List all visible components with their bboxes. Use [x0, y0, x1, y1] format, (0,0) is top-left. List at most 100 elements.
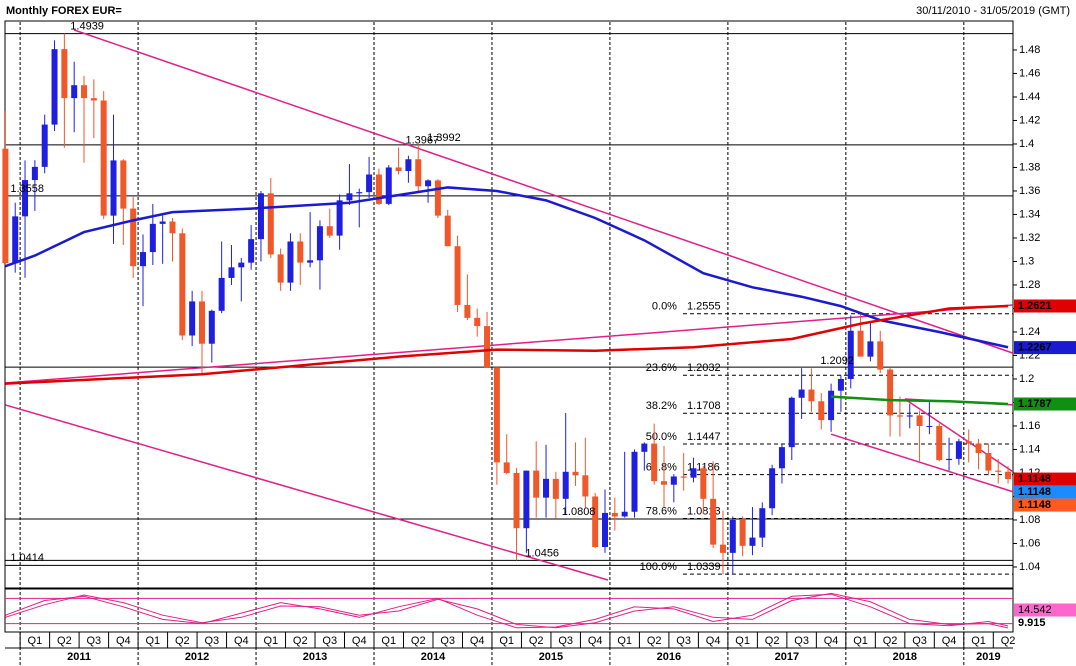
y-tick-label: 1.42 [1019, 114, 1040, 126]
x-tick-label: Q2 [175, 635, 190, 647]
candle-body [228, 267, 235, 278]
candle-body [474, 317, 481, 327]
candle-body [936, 425, 943, 461]
x-tick-label: Q4 [352, 635, 367, 647]
x-tick-label: Q1 [735, 635, 750, 647]
candle-body [906, 415, 913, 417]
candle-body [149, 223, 156, 253]
x-tick-label: Q4 [470, 635, 485, 647]
candle-body [218, 277, 225, 311]
candle-body [257, 193, 264, 240]
candle-body [444, 215, 451, 247]
osc-label: 9.915 [1018, 617, 1046, 629]
candle-body [90, 98, 97, 101]
x-tick-label: Q3 [322, 635, 337, 647]
candle-body [2, 148, 9, 264]
candle-body [356, 192, 363, 194]
candle-body [454, 246, 461, 305]
price-label-box [1014, 498, 1076, 512]
x-tick-label: Q2 [883, 635, 898, 647]
year-label: 2013 [303, 651, 327, 663]
price-label-box [1014, 341, 1076, 355]
y-tick-label: 1.36 [1019, 185, 1040, 197]
price-label: 1.2267 [1018, 342, 1052, 354]
x-tick-label: Q3 [87, 635, 102, 647]
candle-body [690, 468, 697, 478]
candle-body [1005, 471, 1012, 480]
x-tick-label: Q4 [942, 635, 957, 647]
x-tick-label: Q2 [647, 635, 662, 647]
candle-body [346, 193, 353, 201]
x-tick-label: Q4 [588, 635, 603, 647]
candle-body [503, 462, 510, 473]
x-tick-label: Q4 [234, 635, 249, 647]
annotation: 1.3558 [10, 183, 44, 195]
y-tick-label: 1.4 [1019, 138, 1034, 150]
candle-body [621, 511, 628, 517]
year-label: 2018 [893, 651, 917, 663]
candle-body [641, 443, 648, 452]
candle-body [267, 193, 274, 255]
candle-body [100, 100, 107, 216]
candle-body [985, 452, 992, 471]
candle-body [493, 367, 500, 463]
x-tick-label: Q2 [293, 635, 308, 647]
candle-body [110, 160, 117, 216]
x-tick-label: Q3 [204, 635, 219, 647]
candle-body [395, 167, 402, 171]
candle-body [543, 478, 550, 498]
candle-body [965, 441, 972, 444]
candle-body [995, 470, 1002, 472]
x-tick-label: Q2 [1001, 635, 1016, 647]
candle-body [700, 468, 707, 499]
fib-pct: 23.6% [646, 362, 677, 374]
candle-body [769, 468, 776, 509]
candle-body [660, 481, 667, 485]
x-tick-label: Q3 [912, 635, 927, 647]
fib-pct: 38.2% [646, 400, 677, 412]
x-tick-label: Q2 [57, 635, 72, 647]
candle-body [808, 389, 815, 402]
x-tick-label: Q3 [676, 635, 691, 647]
candle-body [798, 389, 805, 398]
price-label-box [1014, 397, 1076, 411]
year-label: 2011 [67, 651, 91, 663]
candle-body [484, 326, 491, 368]
candle-body [316, 226, 323, 261]
candle-body [51, 49, 58, 125]
candle-body [425, 180, 432, 187]
y-tick-label: 1.28 [1019, 279, 1040, 291]
candle-body [198, 301, 205, 344]
fib-pct: 50.0% [646, 431, 677, 443]
chart-title: Monthly FOREX EUR= [6, 5, 122, 17]
osc-line [5, 593, 1009, 629]
candle-body [562, 471, 569, 499]
x-tick-label: Q1 [499, 635, 514, 647]
annotation: 1.0456 [525, 547, 559, 559]
fib-value: 1.2555 [687, 301, 721, 313]
y-tick-label: 1.3 [1019, 255, 1034, 267]
candle-body [140, 252, 146, 267]
trendline [73, 29, 1014, 354]
annotation: 1.0414 [10, 552, 44, 564]
y-tick-label: 1.34 [1019, 208, 1040, 220]
candle-body [719, 544, 726, 553]
candle-body [857, 330, 864, 357]
fib-value: 1.1447 [687, 431, 721, 443]
year-label: 2014 [421, 651, 446, 663]
candle-body [336, 200, 343, 236]
x-tick-label: Q2 [529, 635, 544, 647]
candle-body [926, 425, 933, 427]
fib-pct: 100.0% [640, 561, 678, 573]
candle-body [582, 475, 589, 497]
y-tick-label: 1.04 [1019, 561, 1040, 573]
candle-body [434, 180, 441, 216]
candle-body [867, 341, 874, 357]
fib-value: 1.2032 [687, 362, 721, 374]
candle-body [120, 160, 127, 209]
x-tick-label: Q1 [145, 635, 160, 647]
year-label: 2017 [775, 651, 799, 663]
main-panel [4, 20, 1014, 589]
